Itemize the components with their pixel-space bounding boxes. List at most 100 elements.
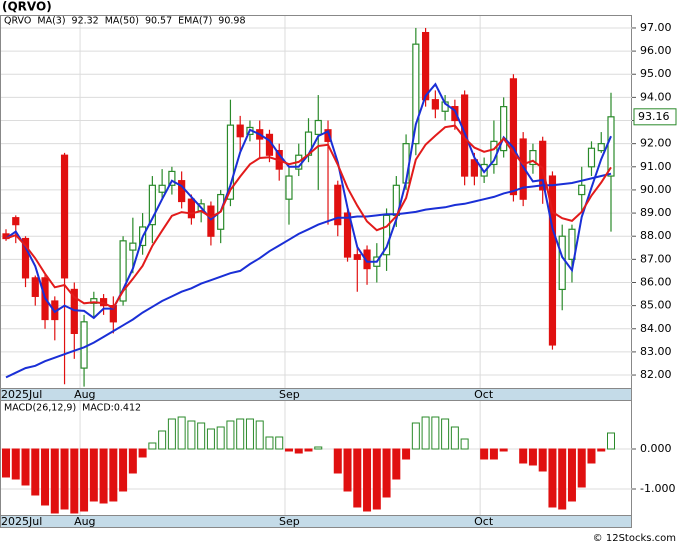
candle-body	[236, 124, 244, 138]
candle-body	[129, 242, 137, 251]
bar	[216, 426, 225, 450]
panel-title: MACD(26,12,9)	[4, 403, 76, 414]
candle-body	[343, 212, 352, 258]
bar	[138, 448, 147, 458]
bar	[21, 448, 30, 486]
candle-body	[148, 184, 156, 226]
x-tick-label: 2025Jul	[1, 515, 42, 528]
candle-body	[31, 277, 39, 297]
x-tick-label: Aug	[74, 388, 95, 401]
bar	[41, 448, 50, 506]
last-price-box	[633, 108, 677, 126]
candle-body	[21, 237, 30, 279]
bar	[567, 448, 576, 502]
bar	[60, 448, 69, 510]
y-tick-label: 82.00	[640, 368, 672, 381]
bar	[587, 448, 596, 464]
bar	[372, 448, 381, 510]
bar	[489, 448, 498, 460]
x-tick-label: Sep	[279, 388, 300, 401]
bar	[460, 438, 469, 450]
bar	[109, 448, 118, 502]
bar	[119, 448, 128, 492]
y-tick-label: 84.00	[640, 322, 672, 335]
bar	[265, 436, 274, 450]
bar	[558, 448, 567, 510]
bar	[577, 448, 586, 488]
y-tick-label: 85.00	[640, 299, 672, 312]
bar	[236, 418, 245, 450]
legend-name: EMA(7)	[178, 16, 212, 27]
last-price: 93.16	[638, 110, 670, 123]
candle-body	[324, 129, 332, 142]
candle-body	[80, 321, 88, 369]
candle-body	[568, 228, 576, 260]
y-tick-label: 86.00	[640, 275, 672, 288]
y-tick-label: 90.00	[640, 183, 672, 196]
candle-body	[480, 163, 488, 177]
bar	[421, 416, 430, 450]
candle-body	[509, 78, 518, 196]
bar	[304, 448, 313, 452]
candle-body	[168, 170, 176, 186]
bar	[538, 448, 547, 472]
candle-body	[470, 159, 478, 177]
legend-value: 90.98	[218, 16, 245, 27]
bar	[343, 448, 352, 492]
candle-body	[519, 138, 527, 200]
candle-body	[353, 254, 361, 260]
y-tick-label: 0.000	[640, 442, 672, 455]
bar	[333, 448, 342, 474]
bar	[499, 448, 508, 452]
legend-value: 90.57	[145, 16, 172, 27]
bar	[441, 418, 450, 450]
candle-body	[158, 184, 166, 193]
bar	[187, 420, 196, 450]
candle-body	[90, 298, 98, 304]
legend-value: 92.32	[72, 16, 99, 27]
bar	[450, 426, 459, 450]
x-tick-label: Aug	[74, 515, 95, 528]
line	[5, 172, 612, 379]
bar	[548, 448, 557, 508]
candle-body	[412, 43, 420, 145]
bar	[597, 448, 606, 452]
bar	[206, 428, 215, 450]
bar	[275, 436, 284, 450]
candle-body	[421, 31, 430, 101]
y-tick-label: 96.00	[640, 44, 672, 57]
bar	[11, 448, 20, 480]
y-tick-label: 97.00	[640, 21, 672, 34]
bar	[167, 418, 176, 450]
bar	[70, 448, 79, 514]
legend-symbol: QRVO	[4, 16, 31, 27]
y-tick-label: 91.00	[640, 160, 672, 173]
y-tick-label: 94.00	[640, 90, 672, 103]
time-strip	[0, 515, 632, 528]
x-tick-label: Oct	[474, 388, 494, 401]
candle-body	[363, 249, 371, 270]
line	[5, 124, 612, 309]
candle-body	[207, 205, 215, 237]
bar	[392, 448, 401, 480]
candle-body	[314, 119, 322, 135]
bar	[177, 416, 186, 450]
bar	[528, 448, 537, 466]
bar	[519, 448, 528, 464]
bar	[314, 446, 323, 450]
bar	[128, 448, 137, 474]
footer: © 12Stocks.com	[593, 533, 676, 544]
candle-body	[431, 99, 439, 110]
bar	[431, 416, 440, 450]
candle-body	[558, 235, 566, 291]
legend: MACD:0.412	[82, 403, 141, 414]
chart-title: (QRVO)	[2, 0, 52, 14]
bar	[99, 448, 108, 504]
candle-body	[119, 240, 127, 302]
bar	[89, 448, 98, 502]
legend-name: MA(3)	[37, 16, 65, 27]
bar	[197, 422, 206, 450]
candle-body	[187, 198, 196, 219]
price-panel	[0, 15, 632, 389]
